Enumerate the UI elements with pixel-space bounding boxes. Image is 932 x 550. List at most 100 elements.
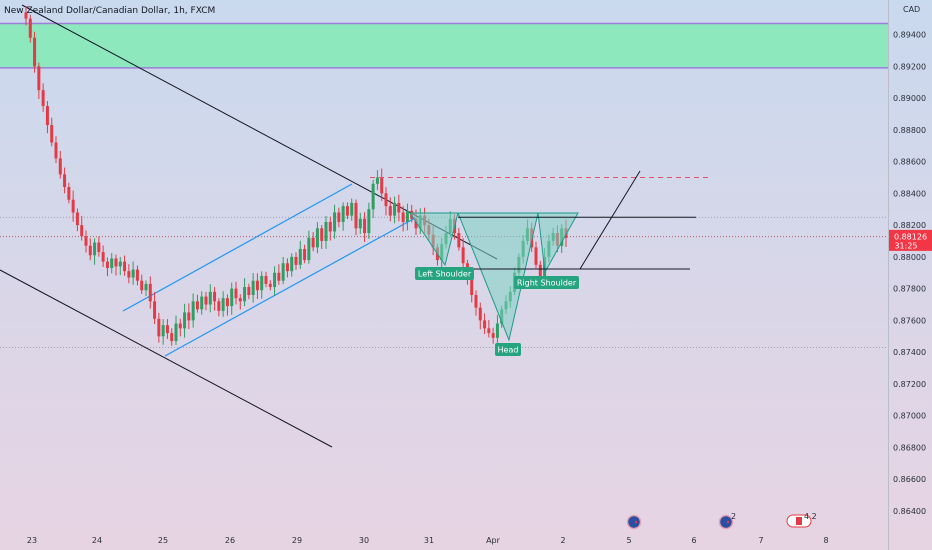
supply-zone [0,23,888,68]
right-shoulder-label: Right Shoulder [517,279,577,288]
candle-body [384,193,388,207]
channel-upper-line [122,183,353,312]
candle-body [183,312,187,329]
candle-body [380,177,384,194]
candle-body [110,258,114,268]
candle-body [367,209,371,234]
candle-body [255,280,259,291]
candle-body [474,294,478,308]
candle-body [157,318,161,337]
x-tick-label: 6 [691,536,696,545]
candle-body [290,256,294,272]
candle-body [487,328,491,334]
event-badge: 2 [731,512,736,521]
candle-body [491,333,495,338]
candle-body [294,256,298,265]
candle-body [84,236,88,246]
candle-body [307,237,311,261]
candle-body [243,287,247,302]
candle-body [217,301,221,311]
candle-body [131,269,135,278]
candle-body [54,142,58,159]
y-tick-label: 0.86600 [893,475,926,484]
candle-body [221,298,225,311]
current-price-tag [889,229,932,251]
y-tick-label: 0.89000 [893,94,926,103]
candle-body [414,218,418,229]
right-shoulder-label-bg [514,276,579,289]
candle-body [401,212,405,222]
candle-body [144,283,148,291]
candle-body [28,18,32,38]
candle-body [213,291,217,302]
candle-body [127,271,131,278]
candle-body [148,283,152,302]
candle-body [393,202,397,216]
nz-flag-star [726,520,730,524]
candle-body [358,218,362,229]
candle-body [461,247,465,264]
candle-body [298,248,302,265]
candle-body [534,247,538,265]
y-tick-label: 0.87400 [893,348,926,357]
candle-body [165,325,169,334]
currency-label: CAD [903,5,920,14]
y-tick-label: 0.87000 [893,412,926,421]
candle-body [328,221,332,232]
candle-body [478,307,482,321]
x-tick-label: 29 [292,536,302,545]
candle-body [97,242,101,253]
candle-body [495,323,499,338]
x-tick-label: 26 [225,536,235,545]
y-tick-label: 0.87600 [893,316,926,325]
y-tick-label: 0.88200 [893,221,926,230]
candle-body [311,237,315,248]
nz-flag-icon [718,514,734,530]
candle-body [75,212,79,226]
candle-body [315,228,319,248]
candle-body [135,269,139,281]
candle-body [105,261,109,268]
candle-body [140,280,144,291]
x-tick-label: 25 [158,536,168,545]
chart-title: New Zealand Dollar/Canadian Dollar, 1h, … [4,6,215,16]
candle-body [337,212,341,222]
candle-body [285,263,289,272]
candle-body [260,275,264,291]
candle-body [208,291,212,305]
channel-lower-line [164,217,416,357]
y-tick-label: 0.88400 [893,189,926,198]
candle-body [50,125,54,143]
candle-body [153,301,157,319]
candle-body [247,287,251,295]
candle-body [397,202,401,213]
candle-body [277,272,281,281]
nz-flag-icon [626,514,642,530]
x-tick-label: 23 [27,536,37,545]
event-marker[interactable]: 4 2 [786,512,817,528]
y-tick-label: 0.87200 [893,380,926,389]
candle-body [93,242,97,256]
candle-body [114,258,118,267]
y-tick-label: 0.86800 [893,443,926,452]
y-tick-label: 0.89200 [893,62,926,71]
candle-body [483,320,487,329]
candle-body [281,263,285,281]
y-tick-label: 0.87800 [893,285,926,294]
candle-body [388,206,392,216]
candle-body [273,272,277,288]
y-tick-label: 0.89400 [893,31,926,40]
left-shoulder-label: Left Shoulder [418,270,472,279]
candle-body [88,245,92,256]
candle-body [178,323,182,329]
current-price-value: 0.88126 [894,232,927,241]
candle-body [118,261,122,267]
event-marker[interactable]: 2 [718,512,737,530]
event-marker[interactable] [626,514,642,530]
y-tick-label: 0.88600 [893,158,926,167]
candle-body [204,296,208,305]
candle-body [457,233,461,248]
candle-body [354,202,358,229]
candle-body [375,177,379,184]
